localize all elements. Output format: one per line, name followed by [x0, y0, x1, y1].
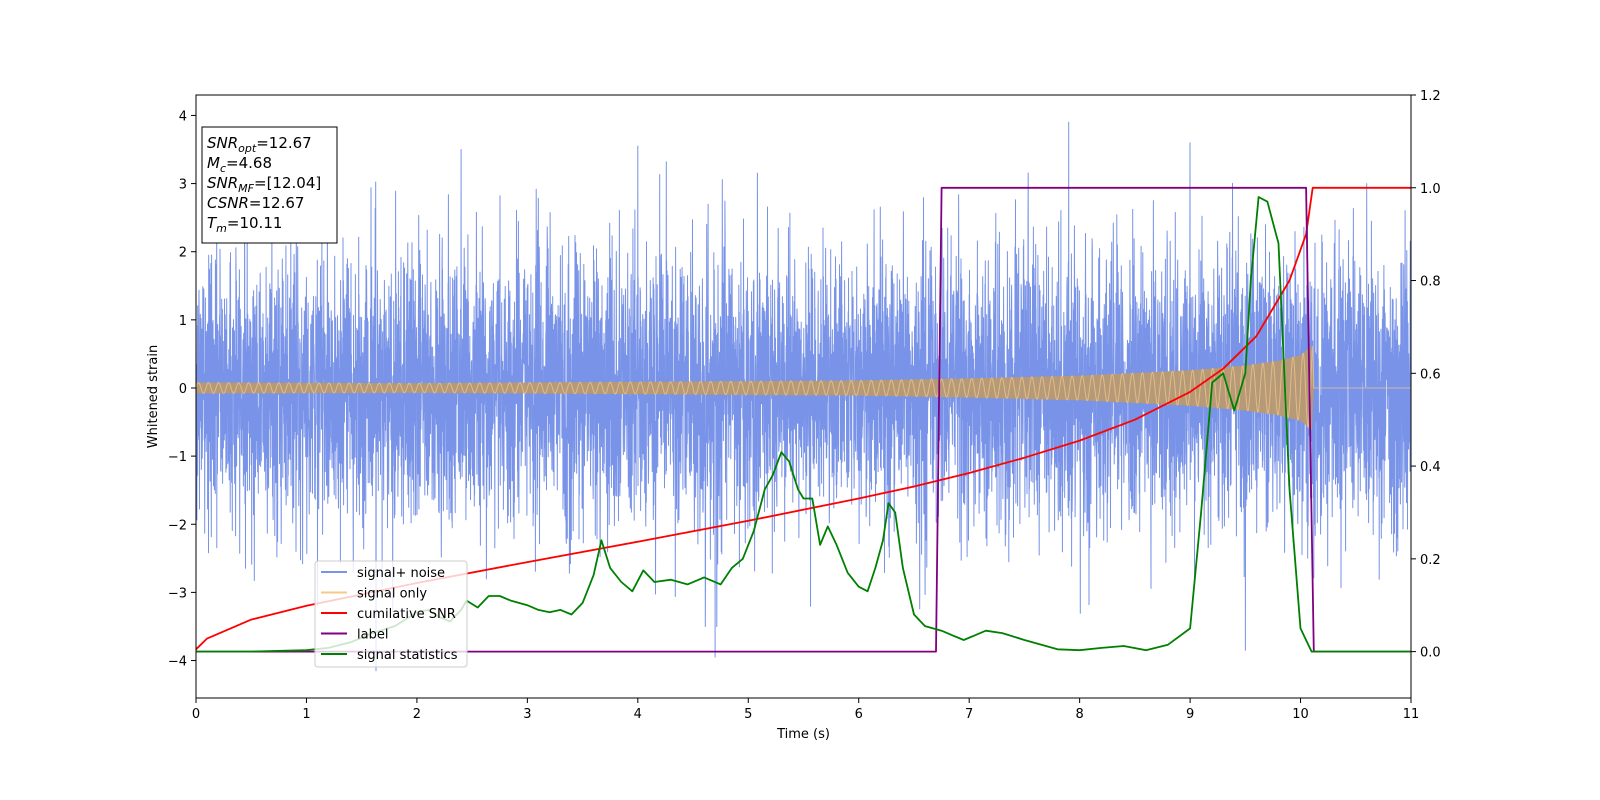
y-tick-label: −1	[168, 450, 187, 465]
y-tick-label: 4	[179, 109, 187, 124]
y2-tick-label: 0.2	[1420, 553, 1441, 568]
y-tick-label: 3	[179, 178, 187, 193]
legend-label: signal only	[357, 587, 427, 602]
y-tick-label: 1	[179, 314, 187, 329]
x-tick-label: 4	[634, 707, 642, 722]
x-tick-label: 5	[744, 707, 752, 722]
info-box-value: =12.67	[249, 194, 305, 212]
series-line-signal-statistics	[196, 196, 1411, 653]
legend: signal+ noise signal only cumilative SNR la…	[314, 560, 468, 668]
x-tick-label: 6	[855, 707, 863, 722]
info-box: SNRopt=12.67Mc=4.68SNRMF=[12.04]CSNR=12.…	[201, 126, 338, 244]
info-box-symbol: CSNR	[207, 194, 249, 212]
y2-tick-label: 0.8	[1420, 275, 1441, 290]
y-tick-label: 2	[179, 246, 187, 261]
y2-tick-label: 0.0	[1420, 646, 1441, 661]
y2-axis-ticks: 0.0 0.2 0.4 0.6 0.8 1.0 1.2	[1411, 89, 1441, 661]
legend-label: label	[357, 628, 388, 643]
x-axis-ticks: 0 1 2 3 4 5 6 7 8 9 10 11	[192, 698, 1419, 722]
info-box-value: =[12.04]	[254, 174, 321, 192]
info-box-line: SNRopt=12.67	[207, 134, 312, 155]
x-tick-label: 0	[192, 707, 200, 722]
y2-tick-label: 0.4	[1420, 460, 1441, 475]
x-tick-label: 8	[1075, 707, 1083, 722]
x-tick-label: 9	[1186, 707, 1194, 722]
y-tick-label: −4	[168, 655, 187, 670]
signal-only-line	[196, 346, 1411, 429]
info-box-line: SNRMF=[12.04]	[207, 174, 321, 195]
x-axis-label: Time (s)	[776, 727, 830, 742]
info-box-symbol: SNR	[207, 134, 238, 152]
info-box-value: =10.11	[227, 214, 283, 232]
x-tick-label: 1	[302, 707, 310, 722]
x-tick-label: 2	[413, 707, 421, 722]
info-box-subscript: c	[220, 162, 226, 175]
y-tick-label: 0	[179, 382, 187, 397]
legend-label: signal+ noise	[357, 566, 445, 581]
legend-label: signal statistics	[357, 648, 458, 663]
info-box-symbol: SNR	[207, 174, 238, 192]
info-box-subscript: m	[216, 222, 227, 235]
info-box-line: Tm=10.11	[207, 214, 282, 235]
info-box-symbol: T	[207, 214, 218, 232]
legend-label: cumilative SNR	[357, 607, 456, 622]
x-tick-label: 11	[1403, 707, 1420, 722]
y-axis-ticks: −4 −3 −2 −1 0 1 2 3 4	[168, 109, 196, 670]
y2-tick-label: 1.0	[1420, 182, 1441, 197]
x-tick-label: 3	[523, 707, 531, 722]
legend-frame	[314, 560, 468, 668]
info-box-line: Mc=4.68	[207, 154, 272, 175]
info-box-value: =12.67	[256, 134, 312, 152]
y-tick-label: −3	[168, 586, 187, 601]
y2-tick-label: 1.2	[1420, 89, 1441, 104]
x-tick-label: 10	[1292, 707, 1309, 722]
info-box-line: CSNR=12.67	[207, 194, 304, 212]
info-box-value: =4.68	[226, 154, 272, 172]
info-box-symbol: M	[207, 154, 220, 172]
x-tick-label: 7	[965, 707, 973, 722]
info-box-frame	[201, 126, 338, 244]
info-box-subscript: MF	[238, 182, 254, 195]
axes-frame	[195, 94, 1412, 699]
y2-tick-label: 0.6	[1420, 367, 1441, 382]
info-box-subscript: opt	[238, 142, 257, 155]
y-tick-label: −2	[168, 518, 187, 533]
signal-only-series-layer	[196, 345, 1411, 431]
y-axis-label: Whitened strain	[146, 345, 161, 448]
